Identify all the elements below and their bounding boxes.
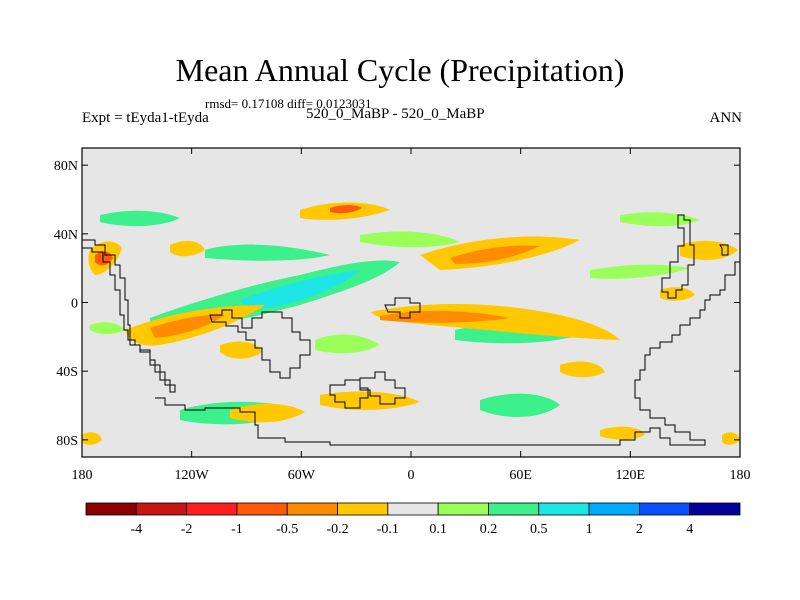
negative-band-south-america: [220, 341, 262, 359]
negative-band-sw-corner: [82, 432, 102, 445]
positive-band-north: [205, 244, 330, 261]
positive-band-ne: [620, 212, 700, 227]
colorbar-label: -1: [231, 522, 243, 537]
lon-tick-label: 120W: [175, 468, 210, 483]
lon-tick-label: 60E: [509, 468, 532, 483]
lat-tick-label: 40S: [56, 365, 78, 380]
colorbar-label: -2: [181, 522, 193, 537]
lon-tick-label: 180: [72, 468, 93, 483]
season-label: ANN: [709, 110, 743, 126]
coastline-south-america: [209, 309, 311, 379]
colorbar-box: [588, 502, 640, 516]
coastline-africa: [384, 297, 421, 319]
positive-band-north-atl: [360, 231, 460, 248]
plot-title: Mean Annual Cycle (Precipitation): [175, 52, 625, 88]
coastline-west-pacific: [719, 244, 729, 256]
case-label: 520_0_MaBP - 520_0_MaBP: [306, 106, 485, 122]
lon-tick-label: 60W: [288, 468, 316, 483]
colorbar-box: [488, 502, 540, 516]
colorbar-label: -4: [130, 522, 142, 537]
coastline-antarctic-island-west: [329, 379, 369, 409]
colorbar-box: [236, 502, 288, 516]
stats-label: rmsd= 0.17108 diff= 0.0123031: [205, 96, 372, 111]
colorbar-box: [337, 502, 389, 516]
colorbar-box: [186, 502, 238, 516]
colorbar-label: 0.5: [530, 522, 548, 537]
lon-tick-label: 0: [408, 468, 415, 483]
coastline-east-asia: [661, 214, 695, 299]
colorbar-labels: -4 -2 -1 -0.5 -0.2 -0.1 0.1 0.2 0.5 1 2 4: [130, 522, 693, 537]
colorbar-label: 0.1: [429, 522, 447, 537]
negative-band-australia: [560, 361, 605, 378]
negative-core-north-atlantic: [450, 245, 540, 264]
negative-core-eq-atlantic: [380, 310, 510, 323]
colorbar-label: 2: [636, 522, 643, 537]
coastline-americas: [82, 239, 176, 393]
colorbar-box: [638, 502, 691, 516]
coastline-antarctic-island-east: [359, 371, 406, 405]
negative-band-se-indian: [600, 426, 645, 440]
negative-band-central: [170, 240, 205, 257]
positive-core-eq-pacific: [240, 270, 360, 308]
colorbar-label: 4: [686, 522, 693, 537]
coastlines: [82, 214, 740, 446]
colorbar-label: -0.2: [326, 522, 348, 537]
colorbar-label: -0.1: [377, 522, 399, 537]
negative-band-e-eq: [660, 287, 695, 301]
lon-tick-label: 180: [730, 468, 751, 483]
lat-tick-label: 80S: [56, 434, 78, 449]
colorbar-box: [437, 502, 489, 516]
positive-band-east: [590, 264, 690, 279]
colorbar-box: [85, 502, 137, 516]
colorbar-box: [135, 502, 188, 516]
colorbar-label: 0.2: [480, 522, 498, 537]
positive-band-nw: [100, 210, 180, 227]
negative-core-south-pacific: [150, 314, 225, 338]
colorbar-label: -0.5: [276, 522, 298, 537]
colorbar-box: [538, 502, 590, 516]
experiment-label: Expt = tEyda1-tEyda: [82, 110, 209, 126]
precip-anomaly-field: [82, 202, 740, 445]
negative-core-north-pacific: [330, 205, 362, 214]
positive-band-atlantic: [315, 334, 380, 354]
positive-band-south-pac: [90, 322, 125, 335]
lat-tick-label: 80N: [54, 159, 78, 174]
axis-tick-labels: 80N 40N 0 40S 80S 180 120W 60W 0 60E 120E 180: [54, 159, 751, 483]
colorbar: [85, 502, 741, 516]
coastline-antarctica: [155, 261, 740, 446]
lon-tick-label: 120E: [616, 468, 646, 483]
colorbar-box: [286, 502, 338, 516]
lat-tick-label: 40N: [54, 228, 78, 243]
colorbar-label: 1: [586, 522, 593, 537]
positive-band-south-east: [480, 393, 560, 417]
negative-band-se-corner: [722, 432, 740, 445]
negative-band-south-ocean: [230, 403, 305, 423]
axis-ticks: [81, 148, 741, 457]
colorbar-box: [387, 502, 439, 516]
colorbar-box: [689, 502, 741, 516]
lat-tick-label: 0: [71, 297, 78, 312]
